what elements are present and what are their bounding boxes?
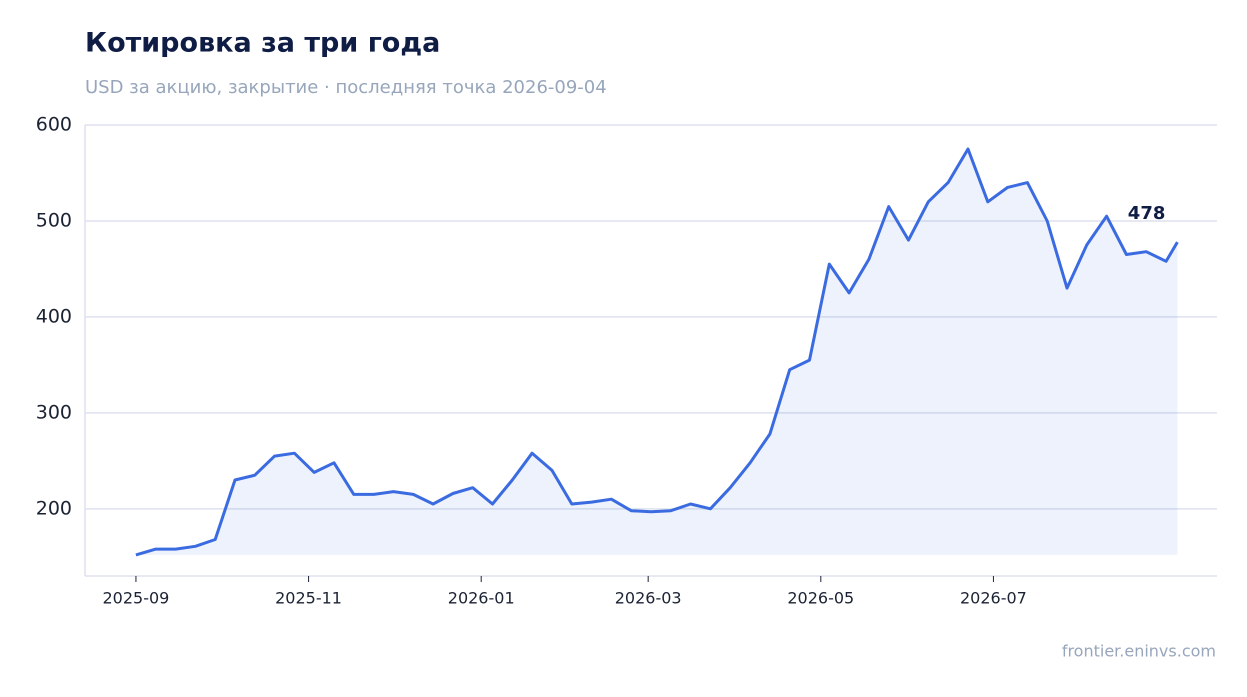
y-tick-label: 400: [36, 305, 72, 327]
x-tick-label: 2025-09: [103, 589, 170, 608]
y-tick-label: 300: [36, 401, 72, 423]
y-tick-label: 500: [36, 209, 72, 231]
line: [135, 147, 1179, 557]
y-tick-label: 200: [36, 497, 72, 519]
chart-subtitle: USD за акцию, закрытие · последняя точка…: [85, 77, 607, 98]
y-tick-label: 600: [36, 114, 72, 136]
area: [135, 149, 1178, 555]
source: frontier.eninvs.com: [1062, 642, 1216, 661]
x-tick-label: 2026-05: [787, 589, 854, 608]
x-tick-label: 2025-11: [275, 589, 342, 608]
data-label: 478: [1128, 203, 1166, 224]
x-tick-label: 2026-03: [615, 589, 682, 608]
x-tick-label: 2026-01: [448, 589, 515, 608]
x-tick-label: 2026-07: [960, 589, 1027, 608]
chart-title: Котировка за три года: [85, 28, 440, 59]
